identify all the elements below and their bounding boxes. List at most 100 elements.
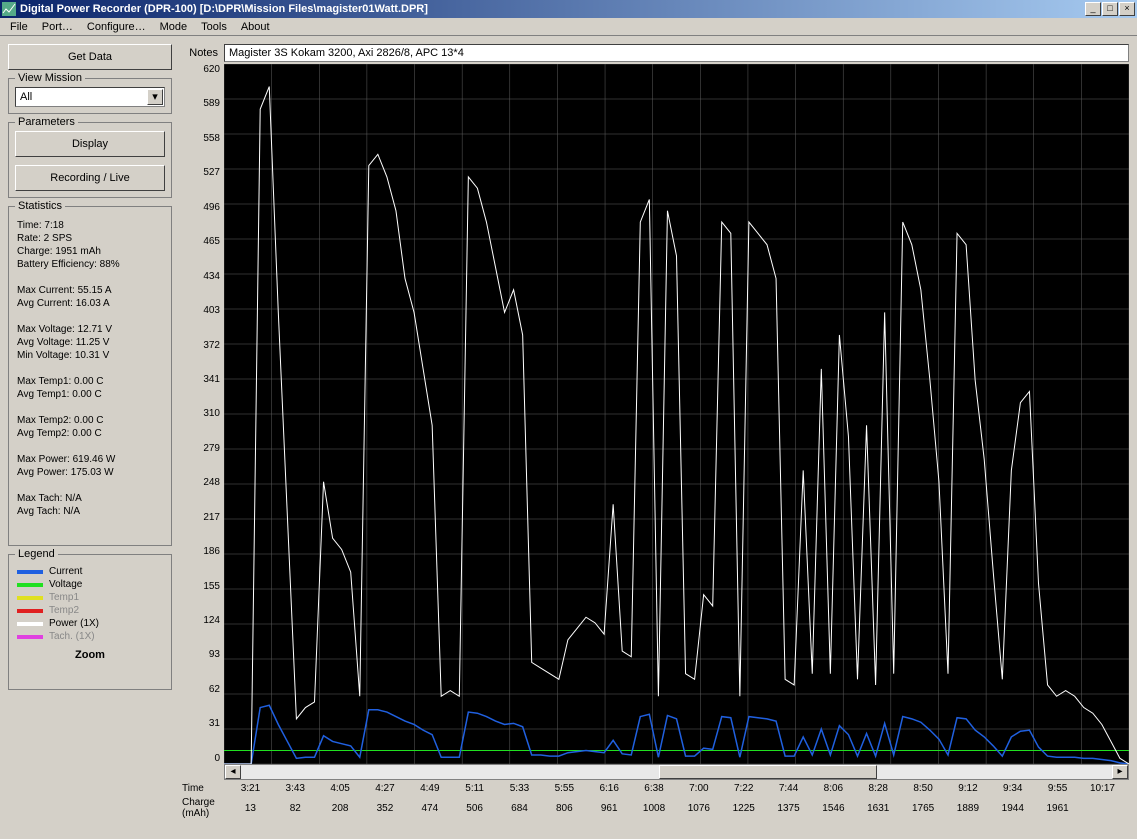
stat-line: Max Current: 55.15 A [17, 284, 163, 297]
time-tick: 4:27 [363, 783, 408, 794]
y-axis: 6205895585274964654344033723413102792482… [180, 64, 224, 764]
legend-item[interactable]: Temp2 [17, 604, 163, 617]
stat-line: Min Voltage: 10.31 V [17, 349, 163, 362]
menu-about[interactable]: About [235, 19, 276, 35]
plot[interactable] [224, 64, 1129, 764]
ytick: 62 [180, 684, 220, 695]
charge-tick [1080, 803, 1125, 814]
parameters-panel: Parameters Display Recording / Live [8, 122, 172, 198]
stat-line [17, 362, 163, 375]
charge-tick: 352 [363, 803, 408, 814]
time-tick: 4:49 [407, 783, 452, 794]
get-data-button[interactable]: Get Data [8, 44, 172, 70]
stat-line: Avg Voltage: 11.25 V [17, 336, 163, 349]
charge-tick: 82 [273, 803, 318, 814]
time-axis-label: Time [180, 783, 224, 794]
display-button[interactable]: Display [15, 131, 165, 157]
stat-line: Avg Tach: N/A [17, 505, 163, 518]
legend-item[interactable]: Current [17, 565, 163, 578]
ytick: 558 [180, 133, 220, 144]
scroll-thumb[interactable] [659, 765, 877, 779]
charge-tick: 1546 [811, 803, 856, 814]
time-tick: 7:22 [721, 783, 766, 794]
notes-input[interactable] [224, 44, 1129, 62]
charge-tick: 1889 [946, 803, 991, 814]
stat-line: Max Temp1: 0.00 C [17, 375, 163, 388]
charge-tick: 1631 [856, 803, 901, 814]
ytick: 31 [180, 718, 220, 729]
charge-tick: 13 [228, 803, 273, 814]
charge-tick: 1944 [990, 803, 1035, 814]
ytick: 465 [180, 236, 220, 247]
ytick: 589 [180, 98, 220, 109]
stat-line [17, 401, 163, 414]
maximize-button[interactable]: □ [1102, 2, 1118, 16]
charge-tick: 474 [407, 803, 452, 814]
minimize-button[interactable]: _ [1085, 2, 1101, 16]
legend-panel: Legend CurrentVoltageTemp1Temp2Power (1X… [8, 554, 172, 690]
menubar: File Port… Configure… Mode Tools About [0, 18, 1137, 36]
menu-file[interactable]: File [4, 19, 34, 35]
ytick: 0 [180, 753, 220, 764]
view-mission-select[interactable]: All ▾ [15, 87, 165, 107]
time-tick: 9:55 [1035, 783, 1080, 794]
charge-tick: 1961 [1035, 803, 1080, 814]
ytick: 434 [180, 271, 220, 282]
sidebar: Get Data View Mission All ▾ Parameters D… [0, 36, 180, 839]
legend-item[interactable]: Voltage [17, 578, 163, 591]
zoom-label: Zoom [15, 645, 165, 661]
time-tick: 4:05 [318, 783, 363, 794]
stat-line: Avg Power: 175.03 W [17, 466, 163, 479]
menu-configure[interactable]: Configure… [81, 19, 152, 35]
menu-port[interactable]: Port… [36, 19, 79, 35]
parameters-title: Parameters [15, 116, 78, 128]
legend-title: Legend [15, 548, 58, 560]
time-tick: 6:16 [587, 783, 632, 794]
legend-label-text: Current [49, 566, 82, 577]
close-button[interactable]: × [1119, 2, 1135, 16]
charge-tick: 1375 [766, 803, 811, 814]
view-mission-panel: View Mission All ▾ [8, 78, 172, 114]
stat-line: Max Temp2: 0.00 C [17, 414, 163, 427]
charge-tick: 806 [542, 803, 587, 814]
time-tick: 10:17 [1080, 783, 1125, 794]
recording-button[interactable]: Recording / Live [15, 165, 165, 191]
scroll-track[interactable] [241, 765, 1112, 779]
ytick: 279 [180, 443, 220, 454]
stat-line [17, 479, 163, 492]
scroll-right-button[interactable]: ▸ [1112, 765, 1128, 779]
legend-label-text: Tach. (1X) [49, 631, 95, 642]
ytick: 93 [180, 649, 220, 660]
charge-tick: 1225 [721, 803, 766, 814]
charge-tick: 208 [318, 803, 363, 814]
legend-label-text: Voltage [49, 579, 82, 590]
legend-item[interactable]: Tach. (1X) [17, 630, 163, 643]
statistics-title: Statistics [15, 200, 65, 212]
legend-swatch [17, 596, 43, 600]
chevron-down-icon: ▾ [147, 89, 163, 105]
stat-line: Avg Current: 16.03 A [17, 297, 163, 310]
ytick: 620 [180, 64, 220, 75]
stat-line: Max Voltage: 12.71 V [17, 323, 163, 336]
window-title: Digital Power Recorder (DPR-100) [D:\DPR… [20, 3, 1085, 15]
ytick: 527 [180, 167, 220, 178]
app-icon [2, 2, 16, 16]
ytick: 403 [180, 305, 220, 316]
time-tick: 8:06 [811, 783, 856, 794]
legend-item[interactable]: Temp1 [17, 591, 163, 604]
statistics-panel: Statistics Time: 7:18Rate: 2 SPSCharge: … [8, 206, 172, 546]
menu-mode[interactable]: Mode [154, 19, 194, 35]
legend-swatch [17, 635, 43, 639]
time-tick: 3:21 [228, 783, 273, 794]
scroll-left-button[interactable]: ◂ [225, 765, 241, 779]
ytick: 248 [180, 477, 220, 488]
stat-line [17, 310, 163, 323]
legend-item[interactable]: Power (1X) [17, 617, 163, 630]
stat-line: Avg Temp2: 0.00 C [17, 427, 163, 440]
legend-label-text: Temp1 [49, 592, 79, 603]
notes-label: Notes [180, 47, 224, 59]
stat-line [17, 440, 163, 453]
h-scrollbar[interactable]: ◂ ▸ [224, 764, 1129, 780]
ytick: 186 [180, 546, 220, 557]
menu-tools[interactable]: Tools [195, 19, 233, 35]
